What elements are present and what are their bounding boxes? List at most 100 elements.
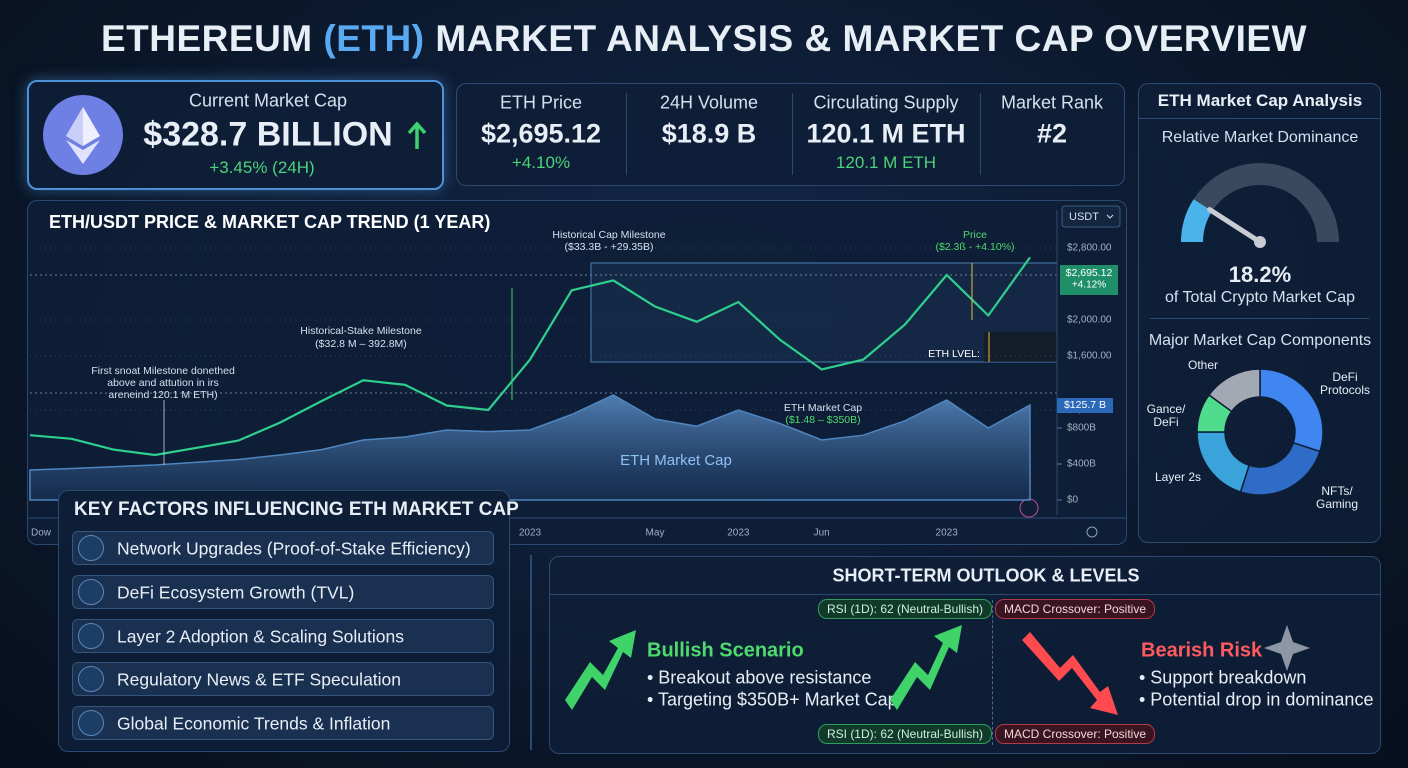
kpi-change: +3.45% (24H): [209, 158, 315, 177]
y2-tick-label: $0: [1067, 495, 1079, 506]
stats-card: [456, 83, 1125, 186]
stat-label: Circulating Supply: [813, 92, 959, 113]
x-tick-label: 2023: [727, 528, 750, 539]
section-title: Relative Market Dominance: [1161, 129, 1359, 146]
stat-label: Market Rank: [1000, 92, 1104, 113]
currency-dropdown[interactable]: [1061, 205, 1121, 228]
divider: [1150, 318, 1369, 319]
level-box: [984, 332, 1057, 362]
annotation: Price: [963, 229, 987, 241]
annotation: ETH LVEL:: [928, 348, 980, 360]
stat-label: ETH Price: [499, 92, 583, 113]
annotation: ($1.48 – $350B): [785, 414, 860, 426]
annotation: ($2.3ß - +4.10%): [935, 241, 1014, 253]
stat-label: 24H Volume: [659, 92, 759, 113]
range-box: [590, 262, 1058, 363]
eth-logo: [43, 95, 123, 175]
dropdown-caret: [1106, 214, 1114, 219]
factor-item: DeFi Ecosystem Growth (TVL): [72, 574, 494, 609]
annotation: +4.12%: [1072, 280, 1106, 291]
factor-item: Network Upgrades (Proof-of-Stake Efficie…: [72, 531, 494, 565]
annotation: Historical-Stake Milestone: [300, 325, 422, 337]
indicator-badge: RSI (1D): 62 (Neutral-Bullish): [817, 724, 993, 744]
price-line: [29, 256, 1031, 457]
factor-label: Layer 2 Adoption & Scaling Solutions: [117, 626, 404, 647]
y-tick-label: $2,000.00: [1067, 315, 1112, 326]
annotation: First snoat Milestone donethed: [91, 365, 235, 377]
divider: [980, 93, 981, 175]
factor-label: DeFi Ecosystem Growth (TVL): [117, 582, 355, 603]
donut-label: DeFi Protocols: [1319, 370, 1371, 397]
factor-icon: [78, 622, 104, 649]
title-part: ETHEREUM: [101, 18, 324, 59]
kpi-label: Current Market Cap: [188, 90, 348, 111]
y-tick-label: $1,600.00: [1067, 351, 1112, 362]
scenario-point: • Breakout above resistance: [647, 667, 872, 688]
y2-tick-label: $800B: [1067, 423, 1096, 434]
scenario-title: Bearish Risk: [1141, 639, 1263, 662]
title-part: MARKET ANALYSIS & MARKET CAP OVERVIEW: [424, 18, 1307, 59]
factor-icon: [78, 666, 104, 693]
indicator-badge: MACD Crossover: Positive: [994, 724, 1156, 744]
x-tick-label: May: [646, 528, 665, 539]
x-tick-label: 2023: [936, 528, 959, 539]
annotation: Historical Cap Milestone: [552, 229, 665, 241]
annotation: ($32.8 M – 392.8M): [315, 338, 407, 350]
kpi-value: $328.7 BILLION: [143, 115, 393, 154]
flash-icon: [1019, 498, 1039, 518]
annotation: $2,695.12: [1066, 267, 1113, 279]
donut-label: Layer 2s: [1154, 470, 1202, 484]
factor-item: Regulatory News & ETF Speculation: [72, 662, 494, 697]
outlook-panel: [549, 556, 1381, 754]
annotation: $125.7 B: [1064, 399, 1106, 411]
y2-tick-label: $400B: [1067, 459, 1096, 470]
donut-label: Other: [1187, 358, 1218, 372]
section-title: Major Market Cap Components: [1148, 332, 1372, 349]
factor-item: Global Economic Trends & Inflation: [72, 706, 494, 741]
scenario-point: • Targeting $350B+ Market Cap: [647, 689, 898, 710]
factor-icon: [78, 710, 104, 737]
annotation: areneind 120.1 M ETH): [108, 389, 217, 401]
chart-title: ETH/USDT PRICE & MARKET CAP TREND (1 YEA…: [49, 212, 490, 232]
gauge-caption: of Total Crypto Market Cap: [1164, 289, 1356, 306]
panel-title: KEY FACTORS INFLUENCING ETH MARKET CAP: [74, 499, 519, 520]
factor-label: Global Economic Trends & Inflation: [117, 713, 391, 734]
factor-icon: [78, 578, 104, 605]
divider: [992, 600, 993, 745]
settings-icon[interactable]: [1086, 526, 1098, 538]
x-tick-label: Jun: [814, 528, 830, 539]
up-arrow: [407, 121, 427, 149]
stat-value: #2: [1036, 118, 1068, 149]
divider: [530, 555, 532, 750]
annotation: ETH Market Cap: [784, 402, 862, 414]
title-part: (ETH): [323, 18, 425, 59]
scenario-point: • Support breakdown: [1139, 667, 1307, 688]
y-tick-label: $2,800.00: [1067, 243, 1112, 254]
x-tick-label: 2023: [519, 528, 542, 539]
currency-label: USDT: [1069, 211, 1099, 223]
indicator-badge: RSI (1D): 62 (Neutral-Bullish): [817, 599, 993, 619]
price-tag: [1060, 265, 1118, 295]
donut-label: NFTs/ Gaming: [1315, 484, 1359, 511]
factor-item: Layer 2 Adoption & Scaling Solutions: [72, 618, 494, 653]
gauge-value: 18.2%: [1228, 262, 1292, 287]
factor-icon: [78, 535, 104, 561]
factor-label: Network Upgrades (Proof-of-Stake Efficie…: [117, 538, 471, 559]
scenario-title: Bullish Scenario: [647, 639, 804, 662]
factor-label: Regulatory News & ETF Speculation: [117, 669, 402, 690]
stat-value: $18.9 B: [661, 118, 757, 149]
annotation: ($33.3B - +29.35B): [564, 241, 653, 253]
divider: [792, 93, 793, 175]
stat-change: +4.10%: [511, 153, 571, 172]
divider: [1139, 118, 1380, 119]
stat-change: 120.1 M ETH: [835, 153, 937, 172]
page-title: ETHEREUM (ETH) MARKET ANALYSIS & MARKET …: [0, 18, 1408, 60]
panel-title: SHORT-TERM OUTLOOK & LEVELS: [832, 565, 1140, 586]
annotation: ETH Market Cap: [620, 452, 732, 469]
donut-label: Gance/ DeFi: [1146, 402, 1186, 429]
panel-title: ETH Market Cap Analysis: [1157, 91, 1363, 110]
area: [29, 394, 1031, 501]
x-tick-label: Dow: [31, 528, 52, 539]
trend-chart: ETH/USDT PRICE & MARKET CAP TREND (1 YEA…: [27, 205, 1127, 539]
